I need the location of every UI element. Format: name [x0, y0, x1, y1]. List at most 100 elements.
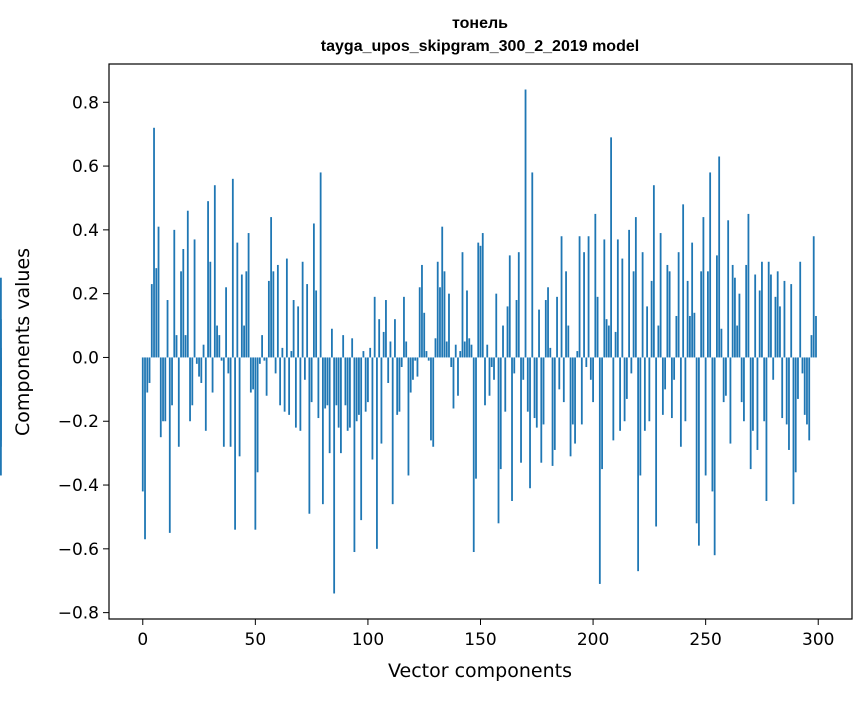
bar	[312, 223, 315, 358]
bar	[740, 357, 743, 403]
bar	[673, 357, 676, 380]
bar	[475, 357, 477, 479]
bar	[596, 296, 599, 358]
bar	[425, 351, 428, 358]
bar	[265, 357, 268, 396]
bar	[445, 341, 448, 358]
bar	[648, 357, 651, 422]
bar	[380, 357, 383, 444]
bar	[745, 264, 748, 358]
bar	[632, 271, 635, 358]
bar	[691, 242, 694, 358]
bar	[344, 357, 347, 406]
bar	[544, 300, 547, 358]
bar	[783, 280, 786, 358]
bar	[463, 341, 466, 358]
bar	[288, 357, 291, 415]
y-tick-label: −0.6	[58, 540, 99, 560]
bar	[220, 357, 223, 361]
bar	[621, 258, 624, 358]
bar	[294, 357, 297, 428]
bar	[274, 357, 277, 374]
bar	[686, 280, 689, 358]
bar	[810, 335, 813, 358]
bar	[725, 357, 727, 396]
bar	[0, 277, 2, 358]
bar	[549, 347, 552, 358]
bar	[225, 287, 227, 358]
bar	[258, 357, 261, 364]
bar	[150, 284, 153, 358]
bar	[578, 236, 581, 358]
bar	[457, 357, 459, 396]
bar	[175, 335, 178, 358]
bar	[560, 236, 563, 358]
bar	[351, 338, 354, 358]
bar	[184, 335, 187, 358]
bar	[594, 213, 597, 358]
bar	[700, 271, 703, 358]
bar	[432, 357, 435, 447]
bar	[630, 357, 633, 374]
bar	[587, 236, 590, 358]
bar	[652, 185, 655, 358]
bar	[517, 252, 520, 358]
bar	[767, 261, 770, 358]
bar	[299, 357, 302, 431]
bar	[355, 357, 358, 422]
bar	[684, 357, 687, 422]
bar	[641, 252, 644, 358]
bar	[731, 264, 734, 358]
bar	[450, 357, 453, 368]
bar	[643, 357, 646, 431]
bar	[389, 341, 392, 358]
bar	[189, 357, 191, 422]
bar	[506, 306, 509, 358]
bar	[243, 325, 245, 358]
bar	[709, 172, 712, 358]
bar	[301, 261, 304, 358]
bar	[340, 357, 342, 454]
bar	[639, 357, 642, 476]
bar	[720, 328, 723, 358]
bar	[141, 357, 144, 492]
bar	[668, 271, 671, 358]
bar	[551, 357, 554, 466]
bar	[331, 328, 333, 358]
bar	[198, 357, 200, 377]
bar	[229, 357, 232, 447]
bar	[812, 236, 815, 358]
bar	[412, 357, 414, 380]
bar	[479, 245, 482, 358]
bar	[531, 172, 534, 358]
bar	[234, 357, 236, 530]
bar	[607, 325, 610, 358]
bar	[497, 357, 500, 524]
bar	[353, 357, 356, 553]
bar	[333, 357, 336, 594]
bar	[400, 357, 403, 368]
bar	[436, 261, 439, 358]
bar	[794, 357, 797, 473]
bar	[448, 293, 450, 358]
bar	[790, 284, 793, 358]
bar	[765, 357, 768, 501]
bar	[788, 357, 790, 450]
bar	[670, 357, 673, 419]
bar	[695, 357, 698, 524]
bar	[213, 185, 216, 358]
bar	[236, 242, 239, 358]
bar	[508, 255, 511, 358]
bar	[576, 351, 579, 358]
bar	[770, 274, 772, 358]
bar	[502, 325, 504, 358]
bar	[371, 357, 374, 460]
bar	[391, 357, 394, 505]
bar	[385, 300, 387, 358]
bar	[472, 357, 475, 553]
bar	[279, 357, 282, 406]
x-tick-label: 150	[464, 630, 496, 650]
bar	[682, 204, 685, 358]
bar	[285, 258, 288, 358]
bar	[461, 252, 464, 358]
